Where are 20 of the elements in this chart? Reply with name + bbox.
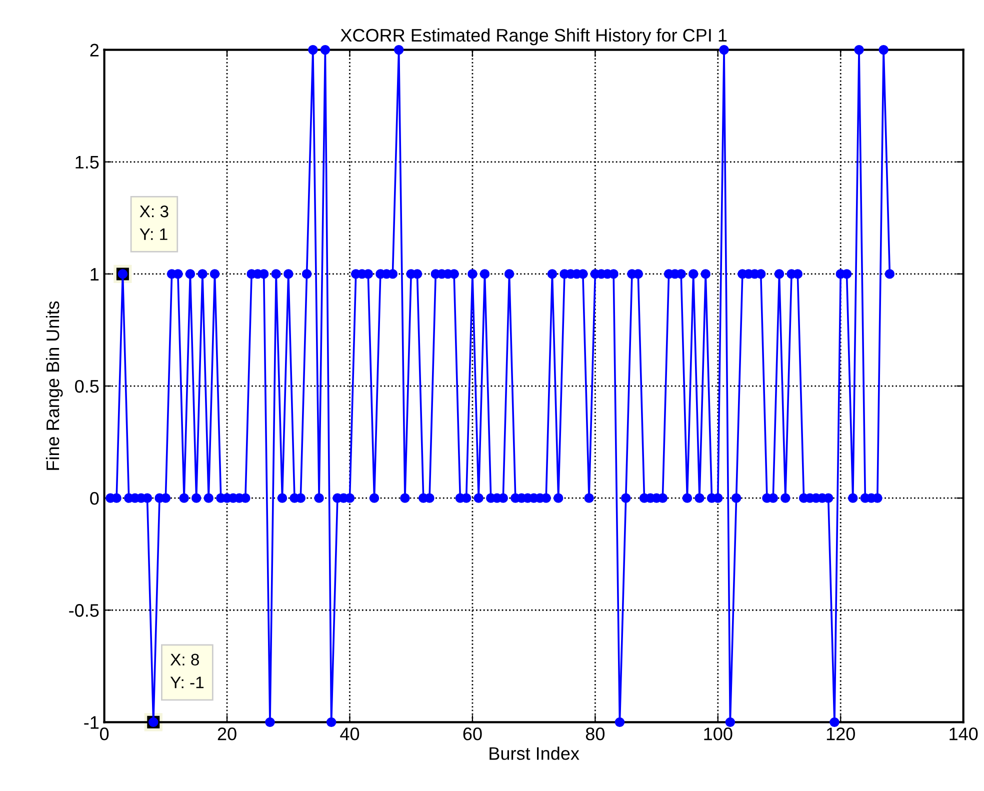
x-tick-label: 40 — [340, 728, 360, 740]
y-tick-label: -0.5 — [69, 604, 99, 617]
annotation: X: 3 Y: 1 — [140, 206, 168, 240]
x-tick-label: 80 — [586, 728, 605, 740]
x-tick-label: 100 — [704, 728, 732, 740]
x-tick-label: 20 — [218, 728, 236, 740]
x-tick-label: 60 — [463, 728, 482, 740]
y-tick-label: 2 — [90, 44, 99, 56]
y-tick-label: 0 — [90, 492, 99, 505]
y-tick-label: -1 — [84, 716, 99, 729]
y-tick-label: 1.5 — [76, 156, 99, 169]
x-tick-label: 120 — [826, 728, 855, 740]
y-tick-label: 1 — [90, 268, 99, 280]
annotation: X: 8 Y: -1 — [170, 654, 204, 688]
x-tick-label: 0 — [100, 728, 109, 740]
x-tick-label: 140 — [950, 728, 978, 740]
x-axis-title: Burst Index — [490, 746, 580, 760]
y-axis-title: Fine Range Bin Units — [46, 301, 63, 470]
chart-title: XCORR Estimated Range Shift History for CPI 1 — [340, 28, 727, 46]
y-tick-label: 0.5 — [75, 380, 99, 393]
